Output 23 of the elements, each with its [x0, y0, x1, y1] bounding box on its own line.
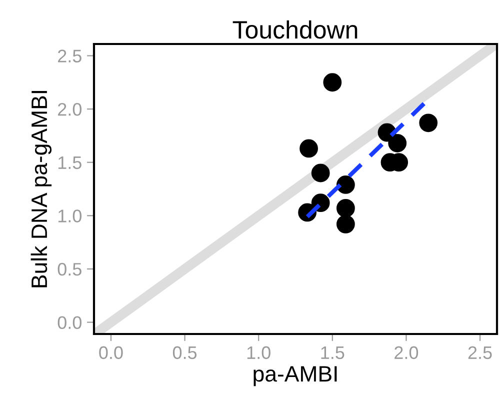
y-tick-label: 0.0 — [58, 316, 82, 329]
point — [419, 114, 438, 132]
x-tick-label: 1.0 — [247, 346, 270, 360]
y-tick-label: 0.5 — [58, 262, 82, 276]
y-tick-label: 1.0 — [58, 210, 82, 222]
x-tick-label: 1.5 — [321, 346, 344, 360]
y-tick-label: 2.5 — [58, 50, 82, 62]
chart-title: Touchdown — [232, 20, 358, 39]
x-tick-label: 0.0 — [99, 346, 123, 360]
y-axis-title: Bulk DNA pa-gAMBI — [30, 91, 52, 288]
point — [388, 134, 407, 152]
point — [336, 176, 355, 194]
x-tick-label: 2.0 — [394, 346, 418, 360]
y-tick-label: 1.5 — [58, 156, 82, 170]
point — [336, 198, 355, 218]
x-axis-title: pa-AMBI — [254, 366, 337, 386]
x-tick-label: 0.5 — [172, 346, 197, 360]
point — [311, 164, 330, 182]
point — [323, 73, 342, 92]
x-tick-label: 2.5 — [468, 346, 492, 360]
y-tick-label: 2.0 — [58, 102, 82, 116]
point — [300, 139, 318, 158]
point — [336, 214, 355, 234]
